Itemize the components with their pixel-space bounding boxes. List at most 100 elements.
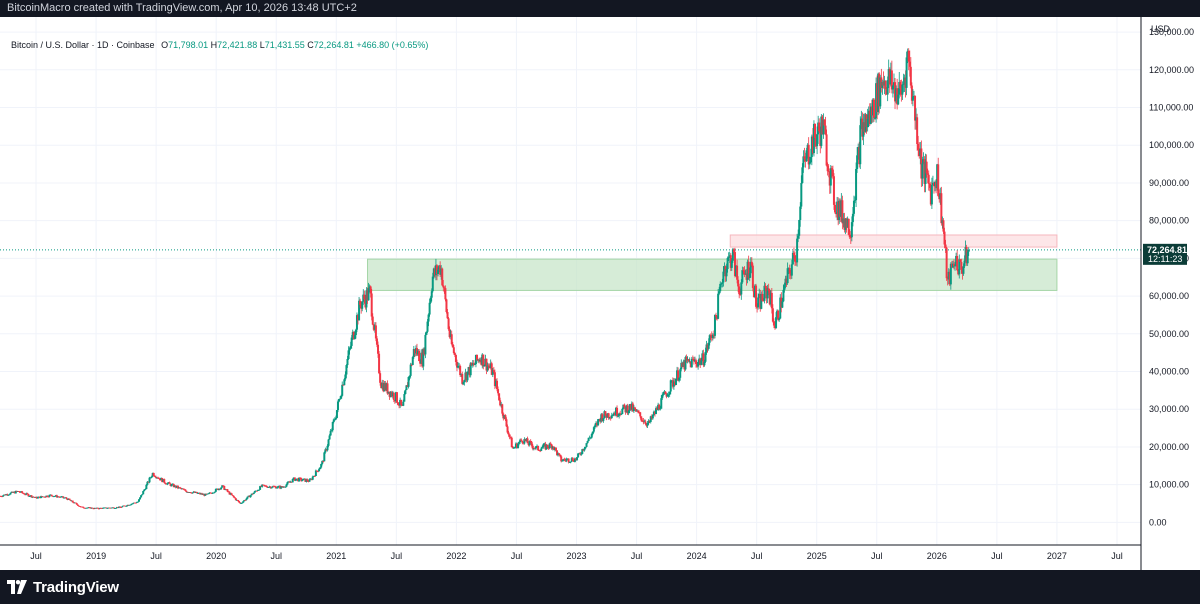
current-price-badge — [1143, 243, 1187, 265]
candle-down — [499, 400, 502, 406]
candle-down — [733, 252, 736, 277]
candle-down — [641, 420, 644, 422]
candle-down — [884, 80, 887, 90]
chart-frame[interactable]: USD 0.00 10,000.00 20,000.00 30,000.00 40,000… — [0, 17, 1200, 570]
candle-down — [927, 174, 930, 184]
candle-up — [760, 293, 763, 309]
candle-down — [445, 299, 448, 313]
candle-up — [412, 349, 415, 358]
candle-up — [669, 380, 672, 392]
candle-up — [417, 350, 420, 355]
candle-up — [12, 491, 15, 493]
candle-down — [342, 384, 345, 386]
candle-up — [783, 285, 786, 290]
candle-up — [181, 488, 184, 490]
candle-down — [413, 349, 416, 354]
candle-up — [253, 491, 256, 493]
candle-down — [506, 426, 509, 433]
candle-up — [614, 407, 617, 416]
candle-up — [867, 110, 870, 119]
candle-up — [963, 260, 966, 267]
candle-up — [162, 479, 165, 483]
candle-down — [124, 505, 127, 507]
candle-down — [770, 292, 773, 309]
tradingview-brand: TradingView — [33, 578, 119, 596]
candle-up — [775, 317, 778, 329]
candle-down — [69, 499, 72, 501]
candle-up — [198, 492, 201, 494]
candle-up — [583, 448, 586, 451]
candle-up — [891, 85, 894, 90]
candle-up — [621, 408, 624, 414]
candle-down — [756, 306, 759, 308]
candle-down — [858, 147, 861, 165]
candle-up — [782, 289, 785, 302]
candle-down — [180, 487, 183, 489]
candle-up — [464, 372, 467, 381]
candle-up — [570, 458, 573, 462]
candle-up — [471, 363, 474, 366]
candle-up — [600, 414, 603, 422]
candle-down — [304, 478, 307, 482]
candle-up — [175, 485, 178, 488]
candle-up — [394, 392, 397, 402]
candle-up — [7, 494, 10, 496]
candle-down — [400, 399, 403, 406]
candle-up — [866, 118, 869, 128]
candle-up — [711, 334, 714, 339]
candle-down — [785, 278, 788, 284]
candle-up — [517, 443, 520, 449]
candle-up — [330, 430, 333, 432]
candle-down — [288, 481, 291, 483]
candle-up — [636, 410, 639, 412]
candle-down — [876, 83, 879, 112]
candle-down — [671, 380, 674, 387]
x-tick-label: 2027 — [1047, 551, 1067, 561]
candle-up — [309, 478, 312, 480]
y-tick-label: 90,000.00 — [1149, 178, 1189, 188]
candle-down — [751, 265, 754, 288]
candle-up — [220, 487, 223, 490]
candle-up — [586, 441, 589, 444]
candle-down — [524, 439, 527, 441]
candle-up — [962, 266, 965, 274]
candle-up — [606, 413, 609, 418]
candle-down — [459, 365, 462, 376]
candle-down — [634, 409, 637, 412]
candle-up — [717, 293, 720, 319]
price-chart[interactable]: USD 0.00 10,000.00 20,000.00 30,000.00 40,000… — [0, 17, 1200, 570]
candle-up — [603, 411, 606, 419]
candle-down — [82, 506, 85, 508]
candle-down — [724, 266, 727, 277]
candle-down — [468, 367, 471, 376]
candle-down — [169, 483, 172, 486]
candle-up — [954, 265, 957, 267]
candle-down — [475, 354, 478, 361]
candle-up — [125, 506, 128, 507]
candle-up — [548, 443, 551, 449]
candle-down — [236, 500, 239, 502]
candle-up — [343, 379, 346, 386]
currency-label: USD — [1151, 24, 1171, 34]
candle-up — [344, 374, 347, 380]
candle-up — [155, 477, 158, 479]
candle-up — [602, 418, 605, 421]
candle-up — [557, 453, 560, 456]
candle-down — [19, 491, 22, 493]
candle-down — [57, 496, 60, 498]
x-tick-label: Jul — [631, 551, 643, 561]
candle-down — [223, 486, 226, 490]
candle-up — [779, 297, 782, 319]
candle-up — [271, 486, 274, 488]
candle-up — [276, 486, 279, 488]
candle-up — [349, 345, 352, 349]
symbol-legend: Bitcoin / U.S. Dollar · 1D · Coinbase O7… — [11, 40, 428, 50]
candle-up — [146, 481, 149, 485]
x-tick-label: Jul — [511, 551, 523, 561]
candle-down — [819, 131, 822, 146]
candle-up — [670, 380, 673, 382]
candle-up — [905, 57, 908, 88]
candle-up — [808, 162, 811, 165]
candle-down — [736, 265, 739, 280]
candle-up — [698, 358, 701, 362]
